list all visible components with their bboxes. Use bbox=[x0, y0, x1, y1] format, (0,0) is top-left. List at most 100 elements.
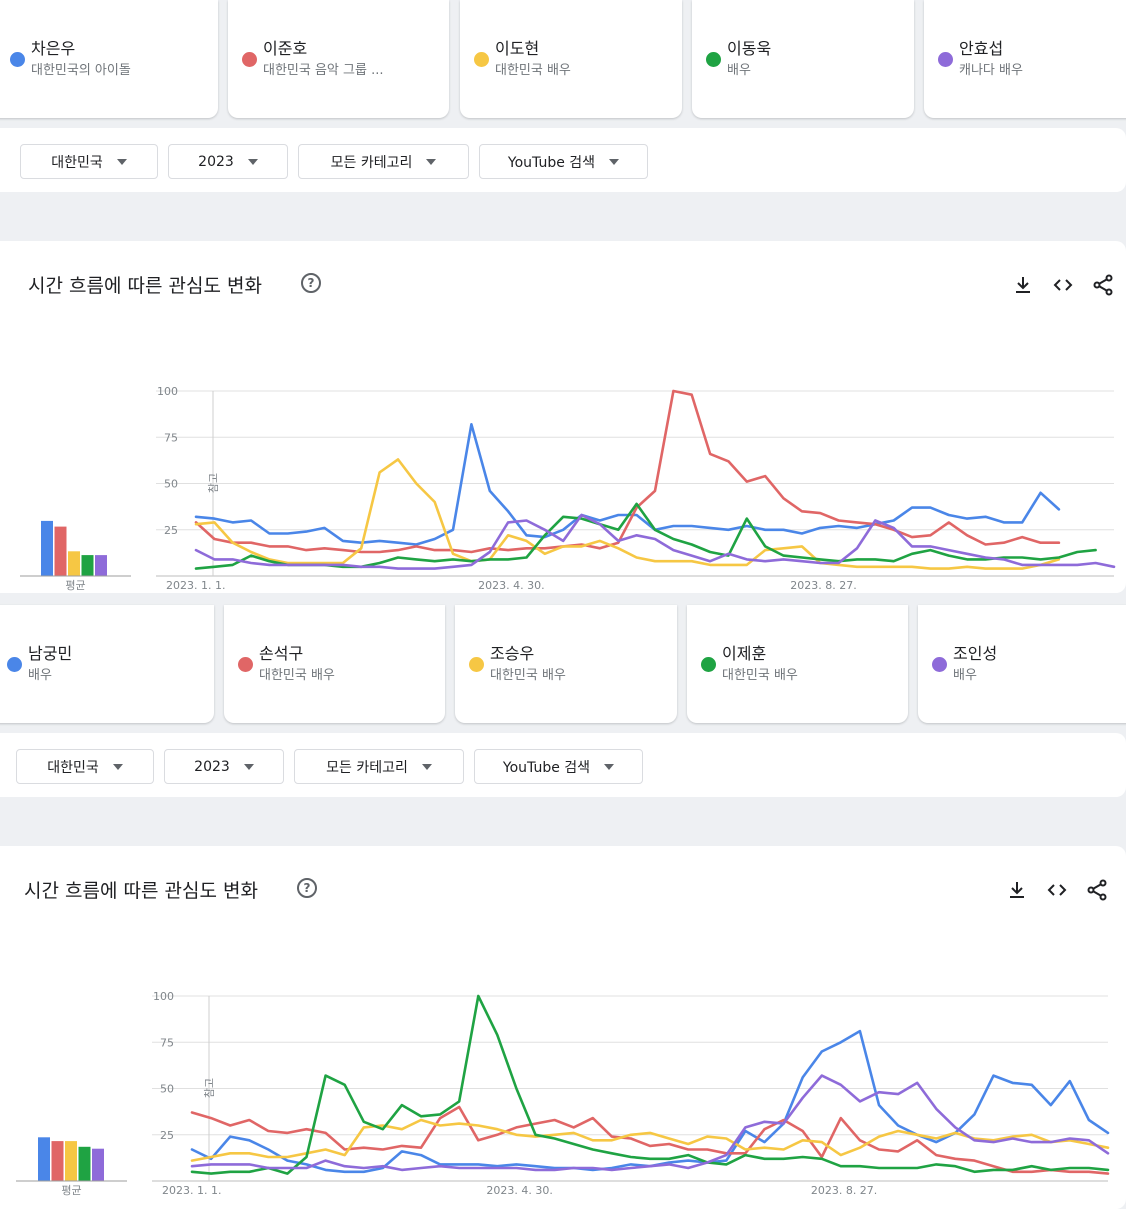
series-line bbox=[194, 389, 1061, 554]
series-line bbox=[190, 1074, 1110, 1172]
series-color-dot bbox=[242, 52, 257, 67]
interest-over-time-panel: 시간 흐름에 따른 관심도 변화 ? bbox=[0, 846, 1126, 1209]
series-color-dot bbox=[469, 657, 484, 672]
y-tick-label: 100 bbox=[153, 990, 174, 1003]
help-icon[interactable]: ? bbox=[301, 273, 321, 293]
average-bar bbox=[41, 520, 53, 576]
term-name: 조인성 bbox=[953, 644, 998, 663]
caret-down-icon bbox=[243, 763, 254, 770]
x-tick-label: 2023. 4. 30. bbox=[478, 579, 544, 592]
term-card[interactable]: 안효섭 캐나다 배우 bbox=[924, 0, 1126, 118]
series-color-dot bbox=[7, 657, 22, 672]
period-value: 2023 bbox=[198, 153, 234, 170]
panel-title: 시간 흐름에 따른 관심도 변화 bbox=[24, 880, 258, 902]
average-bar bbox=[92, 1148, 104, 1181]
share-icon[interactable] bbox=[1085, 878, 1109, 902]
panel-title: 시간 흐름에 따른 관심도 변화 bbox=[28, 275, 262, 297]
y-tick-label: 25 bbox=[160, 1129, 174, 1142]
series-color-dot bbox=[706, 52, 721, 67]
y-tick-label: 50 bbox=[160, 1083, 174, 1096]
average-bar bbox=[54, 526, 67, 576]
term-description: 대한민국 음악 그룹 ... bbox=[263, 63, 384, 78]
search-source-select[interactable]: YouTube 검색 bbox=[479, 144, 648, 179]
period-select[interactable]: 2023 bbox=[164, 749, 284, 784]
term-card[interactable]: 차은우 대한민국의 아이돌 bbox=[0, 0, 218, 118]
term-card[interactable]: 이제훈 대한민국 배우 bbox=[687, 605, 908, 723]
category-value: 모든 카테고리 bbox=[326, 759, 408, 776]
term-card[interactable]: 이준호 대한민국 음악 그룹 ... bbox=[228, 0, 449, 118]
y-tick-label: 50 bbox=[164, 478, 178, 491]
help-icon[interactable]: ? bbox=[297, 878, 317, 898]
x-tick-label: 2023. 8. 27. bbox=[790, 579, 856, 592]
y-tick-label: 75 bbox=[164, 431, 178, 444]
region-value: 대한민국 bbox=[51, 154, 103, 171]
download-icon[interactable] bbox=[1005, 878, 1029, 902]
embed-code-icon[interactable] bbox=[1045, 878, 1069, 902]
series-line bbox=[190, 994, 1110, 1175]
term-name: 이도현 bbox=[495, 39, 540, 58]
term-name: 이제훈 bbox=[722, 644, 767, 663]
series-color-dot bbox=[938, 52, 953, 67]
average-bar bbox=[95, 555, 107, 576]
average-label: 평균 bbox=[65, 579, 85, 592]
term-cards-row: 차은우 대한민국의 아이돌 이준호 대한민국 음악 그룹 ... 이도현 대한민… bbox=[0, 0, 1126, 120]
term-name: 안효섭 bbox=[959, 39, 1004, 58]
note-label: 참고 bbox=[203, 1078, 216, 1098]
category-select[interactable]: 모든 카테고리 bbox=[294, 749, 464, 784]
embed-code-icon[interactable] bbox=[1051, 273, 1075, 297]
series-line bbox=[194, 502, 1097, 570]
term-card[interactable]: 이도현 대한민국 배우 bbox=[460, 0, 682, 118]
interest-over-time-panel: 시간 흐름에 따른 관심도 변화 ? bbox=[0, 241, 1126, 593]
term-description: 배우 bbox=[28, 668, 52, 683]
caret-down-icon bbox=[247, 158, 258, 165]
category-select[interactable]: 모든 카테고리 bbox=[298, 144, 469, 179]
search-source-select[interactable]: YouTube 검색 bbox=[474, 749, 643, 784]
series-color-dot bbox=[10, 52, 25, 67]
term-name: 손석구 bbox=[259, 644, 304, 663]
average-bar bbox=[81, 555, 94, 576]
x-tick-label: 2023. 1. 1. bbox=[162, 1184, 221, 1197]
term-card[interactable]: 이동욱 배우 bbox=[692, 0, 914, 118]
series-color-dot bbox=[238, 657, 253, 672]
series-color-dot bbox=[932, 657, 947, 672]
y-tick-label: 75 bbox=[160, 1036, 174, 1049]
caret-down-icon bbox=[116, 158, 127, 165]
period-select[interactable]: 2023 bbox=[168, 144, 288, 179]
term-card[interactable]: 손석구 대한민국 배우 bbox=[224, 605, 445, 723]
term-card[interactable]: 조인성 배우 bbox=[918, 605, 1126, 723]
note-label: 참고 bbox=[207, 473, 220, 493]
term-cards-row: 남궁민 배우 손석구 대한민국 배우 조승우 대한민국 배우 이제훈 대한민국 … bbox=[0, 605, 1126, 725]
comparison-panel-2: 남궁민 배우 손석구 대한민국 배우 조승우 대한민국 배우 이제훈 대한민국 … bbox=[0, 600, 1126, 1209]
y-tick-label: 100 bbox=[157, 385, 178, 398]
category-value: 모든 카테고리 bbox=[330, 154, 413, 171]
region-select[interactable]: 대한민국 bbox=[20, 144, 158, 179]
term-name: 남궁민 bbox=[28, 644, 73, 663]
average-bar bbox=[51, 1141, 64, 1181]
caret-down-icon bbox=[112, 763, 123, 770]
term-description: 대한민국의 아이돌 bbox=[31, 63, 131, 78]
share-icon[interactable] bbox=[1091, 273, 1115, 297]
comparison-panel-1: 차은우 대한민국의 아이돌 이준호 대한민국 음악 그룹 ... 이도현 대한민… bbox=[0, 0, 1126, 593]
filter-bar: 대한민국 2023 모든 카테고리 YouTube 검색 bbox=[0, 128, 1126, 192]
average-label: 평균 bbox=[61, 1184, 81, 1197]
term-description: 대한민국 배우 bbox=[495, 63, 571, 78]
average-bar bbox=[78, 1146, 91, 1181]
interest-line-chart: 100 75 50 25 참고 2023. 1. 1. 2023. 4. 30. 2023. … bbox=[20, 385, 1116, 592]
term-card[interactable]: 남궁민 배우 bbox=[0, 605, 214, 723]
term-name: 이준호 bbox=[263, 39, 308, 58]
series-color-dot bbox=[701, 657, 716, 672]
search-source-value: YouTube 검색 bbox=[502, 759, 591, 776]
x-tick-label: 2023. 8. 27. bbox=[811, 1184, 877, 1197]
term-card[interactable]: 조승우 대한민국 배우 bbox=[455, 605, 677, 723]
term-description: 대한민국 배우 bbox=[490, 668, 566, 683]
term-name: 차은우 bbox=[31, 39, 76, 58]
series-line bbox=[194, 513, 1116, 570]
download-icon[interactable] bbox=[1011, 273, 1035, 297]
region-select[interactable]: 대한민국 bbox=[16, 749, 154, 784]
x-tick-label: 2023. 1. 1. bbox=[166, 579, 225, 592]
average-bar bbox=[65, 1141, 77, 1181]
term-description: 배우 bbox=[953, 668, 977, 683]
interest-line-chart: 100 75 50 25 참고 2023. 1. 1. 2023. 4. 30. 2023. … bbox=[16, 990, 1110, 1197]
caret-down-icon bbox=[426, 158, 437, 165]
series-color-dot bbox=[474, 52, 489, 67]
